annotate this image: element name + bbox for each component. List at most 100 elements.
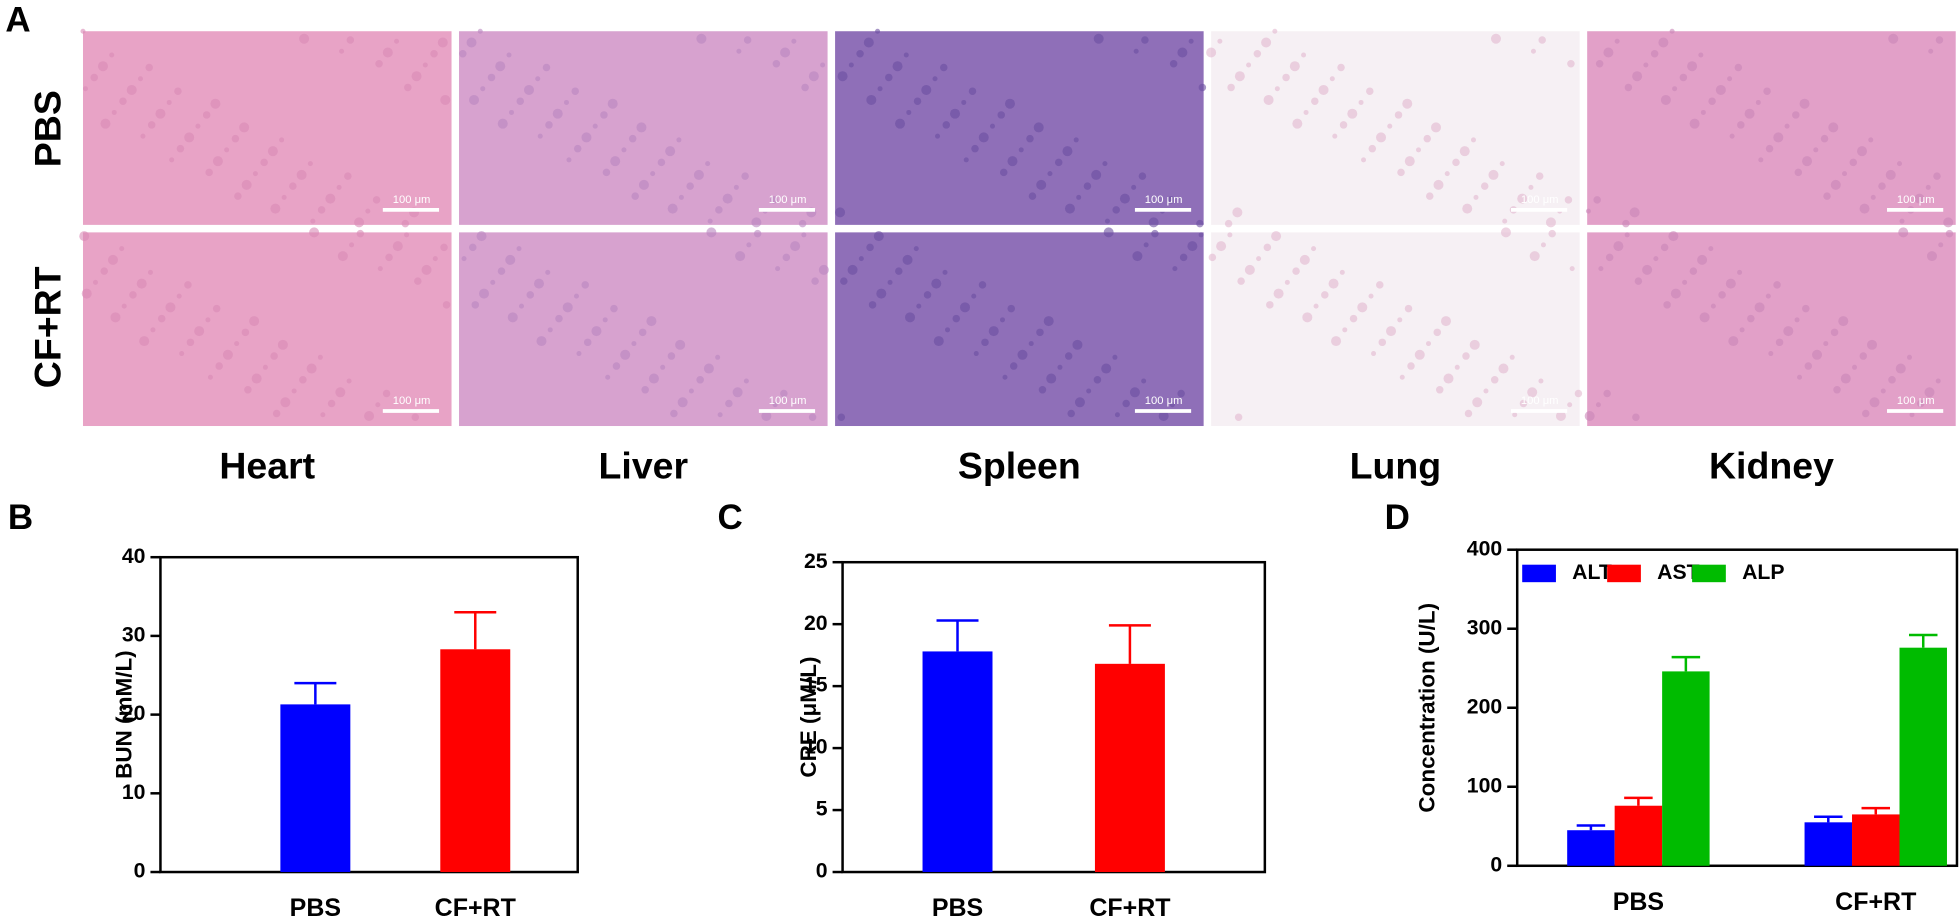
texture xyxy=(107,254,118,265)
texture xyxy=(1737,121,1745,129)
texture xyxy=(1838,316,1849,327)
texture xyxy=(212,156,223,167)
texture xyxy=(555,314,563,323)
texture xyxy=(741,172,749,180)
texture xyxy=(1812,349,1823,360)
texture xyxy=(725,399,733,408)
texture xyxy=(1301,52,1307,58)
texture xyxy=(1519,399,1528,408)
texture xyxy=(1198,232,1204,238)
texture xyxy=(703,363,714,374)
texture xyxy=(1266,301,1274,309)
texture xyxy=(1603,389,1611,398)
texture xyxy=(858,256,864,262)
texture xyxy=(364,411,375,422)
texture xyxy=(1102,161,1108,167)
texture xyxy=(1371,351,1377,357)
texture xyxy=(1567,59,1575,68)
texture xyxy=(1470,137,1476,143)
texture xyxy=(1376,132,1387,143)
texture xyxy=(1054,158,1063,167)
texture xyxy=(591,326,602,337)
texture xyxy=(1699,312,1710,323)
scale-bar-label: 100 μm xyxy=(393,395,431,407)
texture xyxy=(1926,251,1937,262)
texture xyxy=(1104,218,1110,224)
texture xyxy=(1868,137,1874,143)
x-tick-label: CF+RT xyxy=(1089,894,1170,922)
texture xyxy=(602,168,611,177)
texture xyxy=(270,352,278,360)
texture xyxy=(1629,207,1640,218)
texture xyxy=(215,362,223,370)
texture xyxy=(1064,352,1073,360)
scale-bar-label: 100 μm xyxy=(1897,395,1935,407)
texture xyxy=(1729,133,1735,139)
texture xyxy=(1086,388,1092,394)
texture xyxy=(942,121,951,129)
texture xyxy=(1436,386,1444,394)
texture xyxy=(1768,351,1774,357)
texture xyxy=(1224,219,1233,228)
texture xyxy=(696,33,707,44)
texture xyxy=(1074,397,1085,408)
texture xyxy=(1830,328,1839,337)
texture xyxy=(1046,373,1057,384)
texture xyxy=(411,413,420,422)
texture xyxy=(1151,229,1159,238)
texture xyxy=(1101,363,1112,374)
texture xyxy=(931,278,942,289)
texture xyxy=(411,71,422,82)
texture xyxy=(296,169,307,180)
texture xyxy=(1347,108,1358,119)
texture xyxy=(1642,264,1653,275)
texture xyxy=(1397,317,1403,323)
texture xyxy=(421,264,432,275)
texture xyxy=(1593,196,1601,204)
texture xyxy=(1167,196,1175,204)
texture xyxy=(1311,97,1319,105)
texture xyxy=(1870,194,1876,200)
texture xyxy=(90,73,98,82)
texture xyxy=(1480,182,1489,190)
histology-image xyxy=(1587,232,1956,427)
texture xyxy=(1443,373,1454,384)
texture xyxy=(1747,314,1755,323)
texture xyxy=(751,217,762,228)
texture xyxy=(600,111,608,119)
texture xyxy=(916,303,922,309)
legend-swatch xyxy=(1607,564,1641,583)
texture xyxy=(1441,316,1451,327)
y-tick-label: 20 xyxy=(122,702,146,725)
texture xyxy=(1634,277,1643,285)
texture xyxy=(1402,98,1413,109)
texture xyxy=(1715,84,1726,95)
texture xyxy=(1528,184,1534,190)
texture xyxy=(1253,49,1262,58)
texture xyxy=(1028,192,1037,200)
texture xyxy=(646,316,657,327)
texture xyxy=(1038,386,1047,394)
texture xyxy=(320,412,326,418)
texture xyxy=(241,179,252,190)
texture xyxy=(1188,38,1194,44)
texture xyxy=(356,229,365,238)
texture xyxy=(317,354,323,360)
texture xyxy=(251,373,262,384)
texture xyxy=(913,246,919,252)
texture xyxy=(1564,196,1573,204)
texture xyxy=(1672,86,1678,92)
texture xyxy=(234,341,240,347)
texture xyxy=(1555,411,1566,422)
texture xyxy=(507,312,518,323)
texture xyxy=(1535,172,1544,180)
plot-frame xyxy=(159,555,579,874)
texture xyxy=(576,351,582,357)
texture xyxy=(650,171,656,177)
texture xyxy=(1852,364,1858,370)
texture xyxy=(1613,241,1624,252)
texture xyxy=(1517,193,1528,204)
texture xyxy=(873,231,884,242)
texture xyxy=(1187,241,1198,252)
legend-swatch xyxy=(1692,564,1726,583)
